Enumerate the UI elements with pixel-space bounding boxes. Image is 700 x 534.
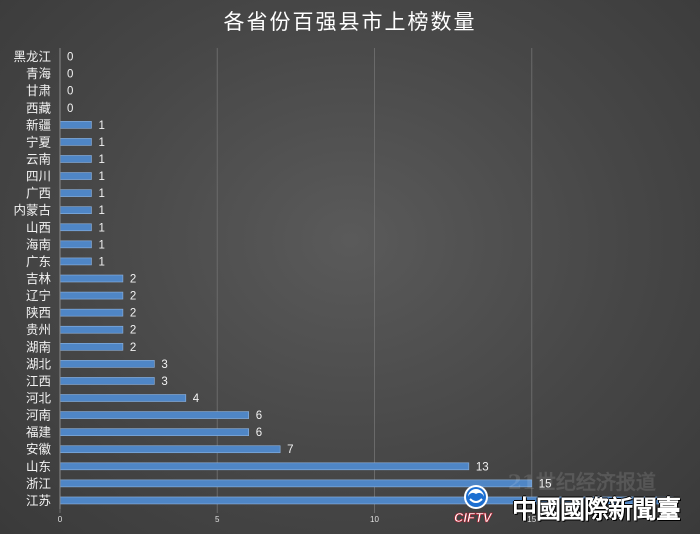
category-label: 四川 bbox=[26, 169, 51, 184]
x-tick-label: 15 bbox=[527, 515, 536, 524]
category-label: 新疆 bbox=[26, 117, 51, 132]
category-label: 西藏 bbox=[26, 100, 52, 115]
category-label: 湖北 bbox=[26, 356, 52, 371]
bar bbox=[59, 342, 124, 351]
category-label: 陕西 bbox=[26, 305, 51, 320]
bar bbox=[59, 206, 92, 215]
category-label: 浙江 bbox=[26, 476, 51, 491]
category-label: 青海 bbox=[26, 66, 52, 81]
category-label: 广西 bbox=[26, 186, 51, 201]
value-label: 1 bbox=[98, 188, 104, 200]
value-label: 1 bbox=[98, 205, 104, 217]
value-label: 7 bbox=[287, 444, 293, 456]
bar bbox=[59, 377, 155, 385]
category-label: 河北 bbox=[26, 391, 52, 406]
ciftv-logo-icon: CIFTV bbox=[454, 485, 493, 525]
value-label: 3 bbox=[161, 376, 167, 388]
category-label: 海南 bbox=[26, 237, 51, 252]
value-label: 4 bbox=[193, 393, 200, 405]
station-logo: CIFTV 中國國際新聞臺 bbox=[452, 482, 697, 528]
logo-text: 中國國際新聞臺 bbox=[512, 495, 681, 524]
value-label: 1 bbox=[98, 154, 104, 166]
value-label: 6 bbox=[256, 410, 262, 422]
value-label: 6 bbox=[256, 427, 262, 439]
value-label: 0 bbox=[67, 52, 73, 64]
bar bbox=[59, 360, 155, 368]
category-label: 福建 bbox=[26, 425, 52, 440]
bar bbox=[59, 155, 92, 163]
logo-mark-text: CIFTV bbox=[454, 510, 493, 525]
value-label: 1 bbox=[98, 171, 104, 183]
bar bbox=[59, 291, 124, 300]
value-label: 1 bbox=[98, 120, 104, 132]
category-label: 河南 bbox=[26, 408, 51, 423]
category-label: 甘肃 bbox=[26, 83, 51, 98]
value-label: 2 bbox=[130, 274, 136, 286]
category-label: 江苏 bbox=[26, 493, 51, 508]
value-label: 2 bbox=[130, 291, 136, 303]
value-label: 1 bbox=[98, 256, 104, 268]
bar bbox=[59, 138, 92, 146]
bar bbox=[59, 274, 124, 283]
bar bbox=[59, 325, 124, 334]
bar bbox=[59, 428, 249, 436]
value-label: 2 bbox=[130, 308, 136, 320]
category-label: 山东 bbox=[26, 459, 51, 474]
value-label: 1 bbox=[98, 222, 104, 234]
bar bbox=[59, 172, 92, 180]
bar bbox=[59, 445, 281, 454]
value-label: 15 bbox=[539, 478, 552, 490]
value-label: 0 bbox=[67, 86, 73, 98]
value-label: 2 bbox=[130, 342, 136, 354]
x-tick-label: 0 bbox=[58, 515, 63, 524]
bar bbox=[59, 223, 92, 232]
category-label: 江西 bbox=[26, 373, 51, 388]
x-tick-label: 10 bbox=[370, 515, 379, 524]
value-label: 0 bbox=[67, 69, 73, 81]
bar bbox=[59, 257, 92, 266]
watermark-text: 21世纪经济报道 bbox=[508, 470, 656, 494]
category-label: 宁夏 bbox=[26, 134, 52, 149]
bar bbox=[59, 189, 92, 197]
x-tick-label: 5 bbox=[215, 515, 220, 524]
value-label: 1 bbox=[98, 239, 104, 251]
bar bbox=[59, 411, 249, 419]
category-label: 内蒙古 bbox=[13, 203, 51, 218]
category-label: 云南 bbox=[26, 151, 51, 166]
value-label: 1 bbox=[98, 137, 104, 149]
category-label: 山西 bbox=[26, 220, 51, 235]
value-label: 0 bbox=[67, 103, 73, 115]
category-label: 吉林 bbox=[26, 271, 52, 286]
bar bbox=[59, 394, 187, 402]
category-label: 贵州 bbox=[26, 322, 51, 337]
chart-title: 各省份百强县市上榜数量 bbox=[223, 10, 477, 34]
bar bbox=[59, 121, 92, 129]
value-label: 3 bbox=[161, 359, 167, 371]
value-label: 13 bbox=[476, 461, 489, 473]
category-label: 湖南 bbox=[26, 339, 51, 354]
category-label: 辽宁 bbox=[26, 288, 51, 303]
bar bbox=[59, 240, 92, 249]
value-label: 2 bbox=[130, 325, 136, 337]
bar bbox=[59, 308, 124, 317]
category-label: 广东 bbox=[26, 254, 51, 269]
category-label: 黑龙江 bbox=[13, 49, 51, 64]
bar bbox=[59, 462, 470, 471]
category-label: 安徽 bbox=[26, 442, 52, 457]
